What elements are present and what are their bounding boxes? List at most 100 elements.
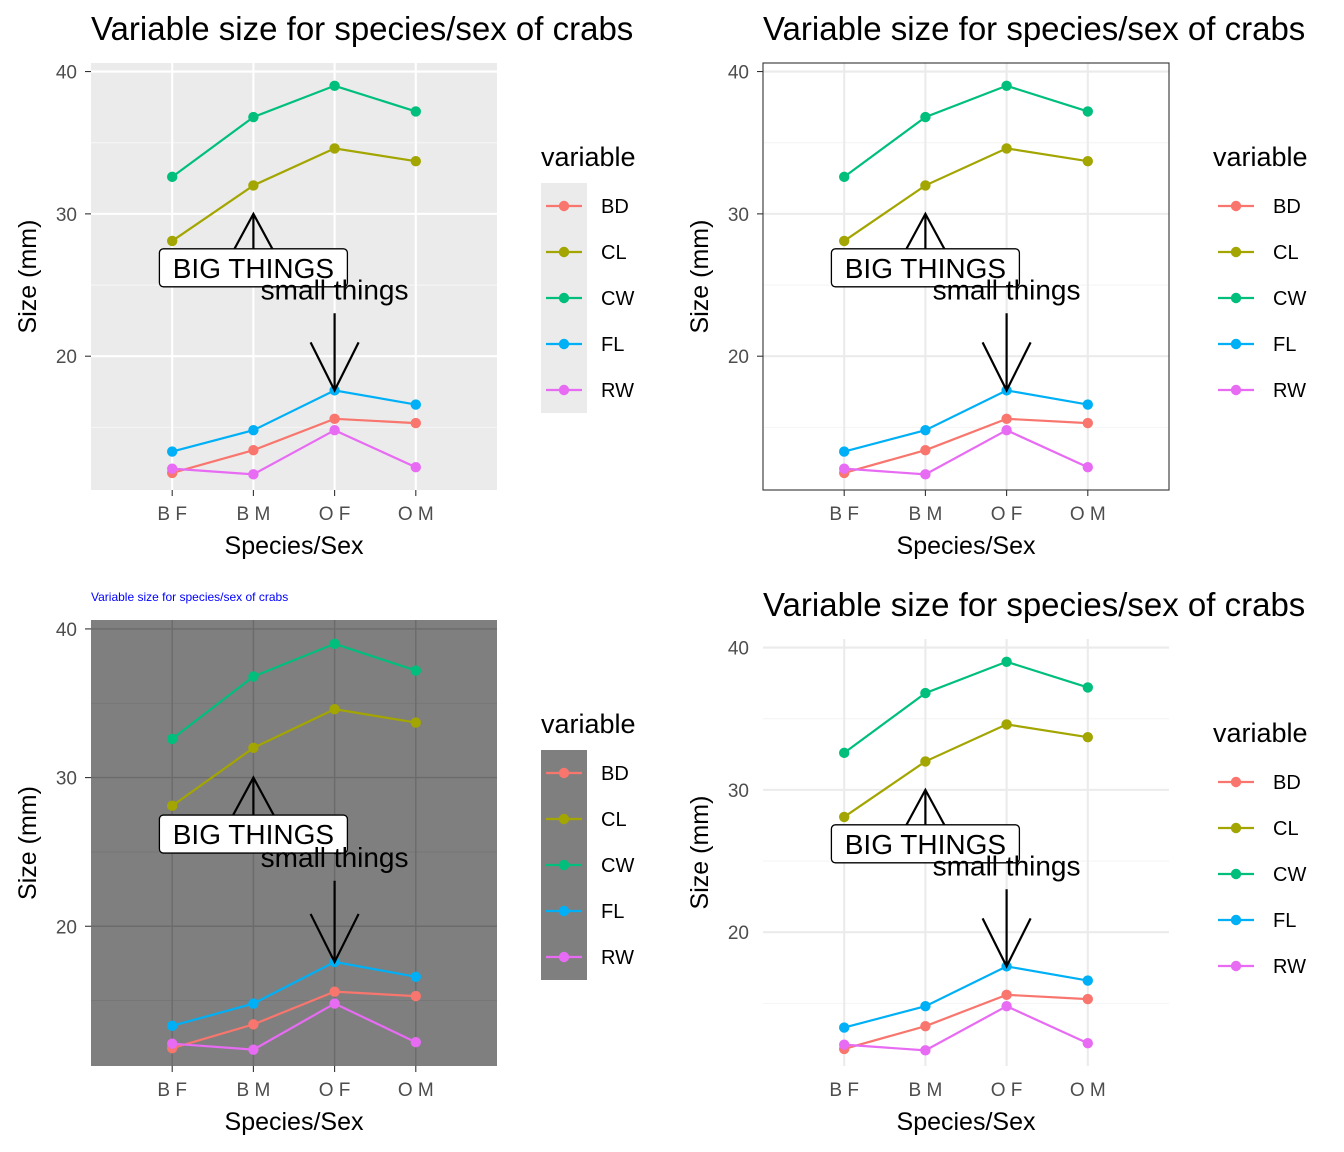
data-point-cl <box>1082 732 1093 743</box>
data-point-cw <box>248 111 259 123</box>
x-tick-label: O F <box>319 1080 351 1101</box>
y-tick-label: 30 <box>728 781 749 802</box>
legend-key-point <box>1230 914 1242 926</box>
legend-entry-label: FL <box>601 901 624 923</box>
series-line-rw <box>172 1002 417 1051</box>
series-line-cl <box>843 723 1088 818</box>
chart-panel: Variable size for species/sex of crabs 20… <box>686 10 1308 560</box>
x-tick-label: O M <box>1070 1080 1106 1101</box>
legend-key-point <box>1230 384 1242 396</box>
data-point-cw <box>1082 682 1093 693</box>
legend-entry-label: BD <box>601 763 629 785</box>
legend-title: variable <box>1213 718 1308 748</box>
legend-key-point <box>1230 292 1242 304</box>
data-point-cl <box>248 742 259 754</box>
data-point-cl <box>248 180 259 191</box>
annotation-label-box <box>158 814 349 854</box>
chart-panel: Variable size for species/sex of crabs 20… <box>14 10 636 560</box>
data-point-cl <box>1001 719 1012 730</box>
series-line-rw <box>172 428 417 476</box>
data-point-rw <box>839 463 850 474</box>
data-point-rw <box>410 462 421 473</box>
legend-entry-label: BD <box>1273 772 1301 794</box>
x-tick-label: O F <box>991 1080 1023 1101</box>
legend-key-point <box>558 905 570 917</box>
series-line-cw <box>171 642 417 740</box>
data-point-fl <box>410 399 421 410</box>
annotation-text: small things <box>261 842 409 873</box>
series-line-bd <box>171 417 416 474</box>
legend-key-point <box>558 384 570 396</box>
legend-key-point <box>558 813 570 825</box>
annotation-text: small things <box>261 274 409 305</box>
data-point-rw <box>329 998 340 1009</box>
x-tick-label: O M <box>1070 504 1106 525</box>
x-axis-title: Species/Sex <box>897 1108 1036 1136</box>
legend-entry-label: RW <box>601 380 634 402</box>
data-point-bd <box>920 1020 931 1032</box>
data-point-rw <box>167 463 178 474</box>
data-point-cl <box>410 717 421 728</box>
legend-key-point <box>558 951 570 963</box>
data-point-bd <box>1082 417 1093 429</box>
data-point-cl <box>167 800 178 812</box>
chart-title: Variable size for species/sex of crabs <box>763 586 1305 623</box>
legend-title: variable <box>541 142 636 172</box>
y-tick-label: 40 <box>728 63 749 84</box>
data-point-fl <box>410 971 421 982</box>
data-point-bd <box>1001 989 1012 1001</box>
y-axis-title: Size (mm) <box>14 220 42 334</box>
legend-key-point <box>558 767 570 779</box>
series-line-cw <box>843 84 1089 178</box>
data-point-cl <box>410 156 421 167</box>
data-point-rw <box>1001 425 1012 436</box>
x-axis-title: Species/Sex <box>897 532 1036 560</box>
data-point-bd <box>410 990 421 1002</box>
annotation-label-text: BIG THINGS <box>845 253 1006 284</box>
data-point-fl <box>920 1001 931 1012</box>
legend-key-point <box>558 338 570 350</box>
x-tick-label: O M <box>398 1080 434 1101</box>
x-tick-label: B M <box>909 504 943 525</box>
data-point-cw <box>329 80 340 91</box>
y-tick-label: 20 <box>56 347 77 368</box>
series-line-fl <box>843 965 1088 1029</box>
data-point-cw <box>248 671 259 682</box>
annotation-label-text: BIG THINGS <box>173 253 334 284</box>
legend-key-point <box>1230 338 1242 350</box>
legend-key-point <box>1230 200 1242 212</box>
y-axis-title: Size (mm) <box>686 796 714 910</box>
data-point-cl <box>920 180 931 191</box>
series-line-cl <box>171 147 416 242</box>
x-axis-title: Species/Sex <box>225 1108 364 1136</box>
x-tick-label: B F <box>829 504 859 525</box>
chart-panel: Variable size for species/sex of crabs 20… <box>686 586 1308 1136</box>
y-tick-label: 30 <box>56 205 77 226</box>
data-point-rw <box>410 1037 421 1048</box>
data-point-fl <box>248 998 259 1009</box>
x-tick-label: O F <box>991 504 1023 525</box>
annotation-arrowhead <box>898 787 953 839</box>
data-point-bd <box>1082 993 1093 1005</box>
series-line-bd <box>171 990 416 1050</box>
legend-title: variable <box>1213 142 1308 172</box>
x-tick-label: B M <box>237 1080 271 1101</box>
x-tick-label: O M <box>398 504 434 525</box>
data-point-rw <box>839 1039 850 1050</box>
y-tick-label: 40 <box>728 639 749 660</box>
data-point-bd <box>410 417 421 429</box>
legend-key-point <box>558 246 570 258</box>
annotation-arrowhead <box>981 917 1032 969</box>
series-line-bd <box>843 417 1088 474</box>
legend-entry-label: CL <box>1273 242 1299 264</box>
y-axis-title: Size (mm) <box>14 786 42 900</box>
x-tick-label: B F <box>157 1080 187 1101</box>
data-point-rw <box>248 1044 259 1055</box>
data-point-rw <box>1082 1038 1093 1049</box>
data-point-cl <box>920 756 931 767</box>
data-point-bd <box>920 444 931 456</box>
legend-entry-label: CL <box>601 242 627 264</box>
series-line-cw <box>171 84 417 178</box>
x-axis-title: Species/Sex <box>225 532 364 560</box>
